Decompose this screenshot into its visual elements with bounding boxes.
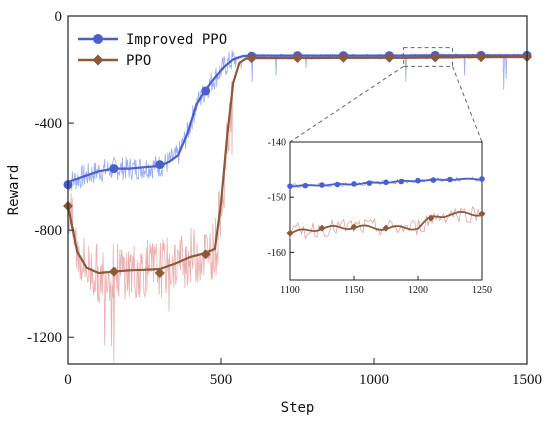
- data-point-improved-ppo: [155, 160, 165, 170]
- inset-point-ppo: [478, 210, 486, 218]
- inset-point-improved-ppo: [287, 183, 293, 189]
- inset-point-improved-ppo: [351, 181, 357, 187]
- zoom-connector-left: [289, 65, 404, 143]
- x-tick-label: 500: [210, 372, 233, 388]
- inset-point-improved-ppo: [366, 180, 373, 186]
- inset-point-improved-ppo: [447, 176, 453, 183]
- inset-layer: 1100 1150 1200 1250 -140 -150 -160: [268, 47, 492, 296]
- data-point-ppo: [246, 53, 257, 64]
- inset-point-ppo: [286, 229, 294, 237]
- x-tick-label: 0: [64, 372, 72, 388]
- data-point-improved-ppo: [109, 164, 119, 174]
- data-point-ppo: [476, 52, 487, 63]
- legend-marker-ppo: [92, 54, 104, 66]
- inset-point-ppo: [318, 224, 326, 232]
- data-point-ppo: [108, 266, 119, 277]
- data-point-improved-ppo: [201, 86, 211, 96]
- data-point-ppo: [154, 267, 165, 278]
- data-point-ppo: [292, 53, 303, 64]
- inset-x-tick-label: 1250: [472, 285, 492, 296]
- legend: Improved PPO PPO: [78, 32, 227, 69]
- inset-x-tick-label: 1100: [280, 285, 300, 296]
- y-tick-label: -800: [35, 223, 63, 239]
- legend-label-ppo: PPO: [126, 53, 151, 69]
- inset-point-improved-ppo: [479, 176, 485, 182]
- inset-point-improved-ppo: [302, 182, 309, 189]
- legend-item-ppo: PPO: [78, 53, 151, 69]
- data-point-ppo: [384, 52, 395, 63]
- x-tick-label: 1500: [512, 372, 542, 388]
- inset-point-improved-ppo: [383, 179, 389, 186]
- inset-y-tick-label: -140: [268, 138, 286, 149]
- series-layer: [63, 50, 532, 278]
- axes-layer: 0 500 1000 1500 0 -400 -800 -1200 Step Reward: [6, 9, 542, 416]
- inset-point-improved-ppo: [334, 181, 341, 188]
- data-point-ppo: [430, 52, 441, 63]
- data-point-ppo: [338, 52, 349, 63]
- series-line-ppo: [66, 55, 527, 275]
- legend-label-improved-ppo: Improved PPO: [126, 32, 227, 48]
- zoom-region-box: [403, 47, 454, 67]
- data-point-ppo: [200, 249, 211, 260]
- inset-x-tick-label: 1150: [344, 285, 364, 296]
- y-tick-label: -400: [35, 116, 63, 132]
- zoom-connector-right: [452, 66, 483, 143]
- inset-x-tick-label: 1200: [408, 285, 428, 296]
- legend-marker-improved-ppo: [93, 34, 103, 44]
- x-axis-title: Step: [281, 400, 315, 416]
- y-axis-title: Reward: [6, 165, 22, 216]
- inset-y-tick-label: -150: [268, 193, 286, 204]
- inset-point-ppo: [350, 223, 358, 231]
- inset-point-improved-ppo: [415, 177, 421, 184]
- legend-item-improved-ppo: Improved PPO: [78, 32, 227, 48]
- y-tick-label: -1200: [27, 330, 62, 346]
- x-tick-label: 1000: [359, 372, 389, 388]
- inset-frame: [289, 141, 483, 281]
- inset-point-improved-ppo: [398, 178, 405, 185]
- inset-point-ppo: [427, 214, 435, 222]
- series-line-improved-ppo: [67, 54, 527, 184]
- inset-point-improved-ppo: [319, 182, 325, 188]
- inset-point-ppo: [382, 224, 390, 232]
- plot-frame: [67, 15, 528, 365]
- inset-y-tick-label: -160: [268, 248, 286, 259]
- y-tick-label: 0: [55, 9, 63, 25]
- inset-point-improved-ppo: [430, 177, 437, 183]
